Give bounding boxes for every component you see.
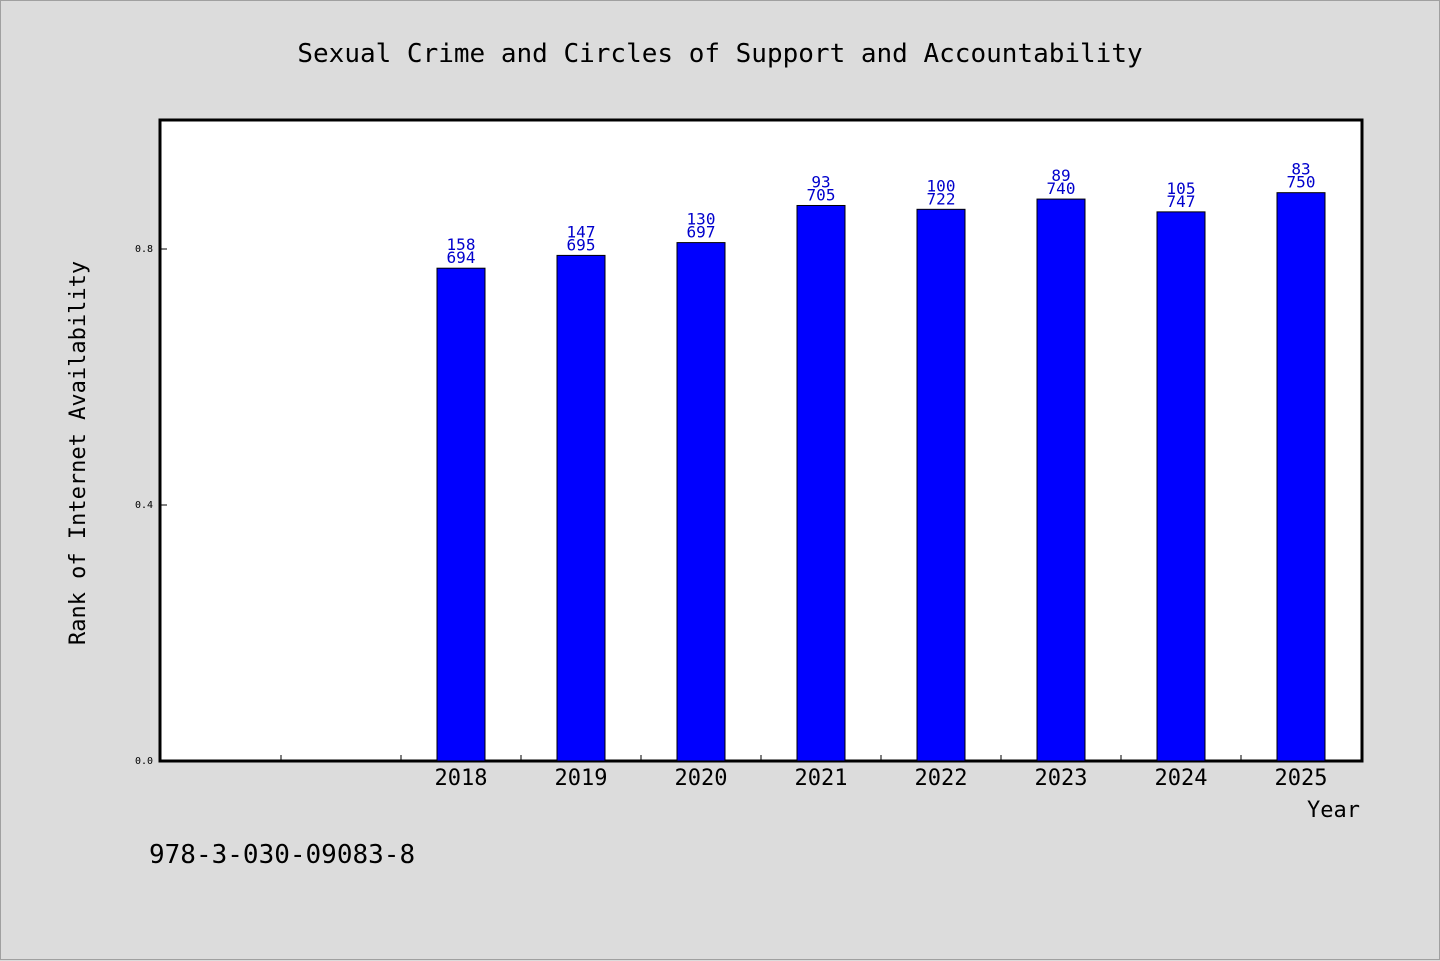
x-axis-ticks: 2018 2019 2020 2021 2022 2023 2024 2025 xyxy=(280,755,1328,791)
data-label-bottom-2020: 697 xyxy=(687,223,716,242)
x-tick-label-2025: 2025 xyxy=(1275,766,1328,791)
bar-2023 xyxy=(1036,198,1086,762)
x-tick-label-2022: 2022 xyxy=(915,766,968,791)
bar-2024 xyxy=(1156,211,1206,762)
data-label-bottom-2019: 695 xyxy=(567,235,596,254)
y-axis-ticks: 0.0 0.4 0.8 xyxy=(135,244,167,767)
data-label-top-2023: 89 xyxy=(1051,166,1070,185)
data-label-top-2025: 83 xyxy=(1291,160,1310,179)
data-label-bottom-2023: 740 xyxy=(1047,179,1076,198)
data-label-bottom-2018: 694 xyxy=(447,248,476,267)
data-label-top-2022: 100 xyxy=(927,176,956,195)
bar-2022 xyxy=(916,208,966,762)
x-tick-label-2024: 2024 xyxy=(1155,766,1208,791)
bar-2025 xyxy=(1276,192,1326,762)
y-axis-label: Rank of Internet Availability xyxy=(66,261,91,645)
data-label-top-2018: 158 xyxy=(447,235,476,254)
x-tick-label-2021: 2021 xyxy=(795,766,848,791)
y-tick-label: 0.8 xyxy=(135,244,153,255)
data-label-bottom-2025: 750 xyxy=(1287,173,1316,192)
x-tick-label-2019: 2019 xyxy=(555,766,608,791)
chart-title: Sexual Crime and Circles of Support and … xyxy=(297,39,1142,69)
bar-2021 xyxy=(796,204,846,762)
data-label-top-2021: 93 xyxy=(811,172,830,191)
x-tick-label-2023: 2023 xyxy=(1035,766,1088,791)
y-tick-label: 0.4 xyxy=(135,500,153,511)
data-label-bottom-2024: 747 xyxy=(1167,192,1196,211)
data-label-top-2019: 147 xyxy=(567,222,596,241)
x-tick-label-2018: 2018 xyxy=(435,766,488,791)
data-label-top-2020: 130 xyxy=(687,210,716,229)
x-axis-label: Year xyxy=(1307,798,1360,823)
y-tick-label: 0.0 xyxy=(135,756,153,767)
bar-2020 xyxy=(676,242,726,762)
data-label-top-2024: 105 xyxy=(1167,179,1196,198)
bar-2018 xyxy=(436,267,486,762)
isbn-text: 978-3-030-09083-8 xyxy=(149,840,415,870)
x-tick-label-2020: 2020 xyxy=(675,766,728,791)
data-label-bottom-2022: 722 xyxy=(927,189,956,208)
bar-2019 xyxy=(556,254,606,762)
data-label-bottom-2021: 705 xyxy=(807,185,836,204)
